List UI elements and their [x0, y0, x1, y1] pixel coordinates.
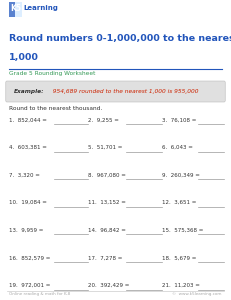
Text: 16.  852,579 =: 16. 852,579 = [9, 255, 51, 260]
Text: K5: K5 [10, 4, 21, 13]
Text: 6.  6,043 =: 6. 6,043 = [162, 145, 193, 150]
Text: Learning: Learning [24, 5, 59, 11]
Text: 954,689 rounded to the nearest 1,000 is 955,000: 954,689 rounded to the nearest 1,000 is … [49, 89, 198, 94]
Bar [9, 2, 22, 16]
Bar [9, 2, 15, 16]
Text: 15.  575,368 =: 15. 575,368 = [162, 228, 203, 233]
Text: 12.  3,651 =: 12. 3,651 = [162, 200, 196, 205]
Text: 21.  11,203 =: 21. 11,203 = [162, 283, 200, 288]
Text: 1.  852,044 =: 1. 852,044 = [9, 117, 47, 122]
Text: 4.  603,381 =: 4. 603,381 = [9, 145, 47, 150]
Text: 1,000: 1,000 [9, 53, 39, 62]
FancyBboxPatch shape [6, 81, 225, 102]
Text: 9.  260,349 =: 9. 260,349 = [162, 172, 200, 178]
Text: 8.  967,080 =: 8. 967,080 = [88, 172, 126, 178]
Text: 10.  19,084 =: 10. 19,084 = [9, 200, 47, 205]
Text: 5.  51,701 =: 5. 51,701 = [88, 145, 122, 150]
Text: ©  www.k5learning.com: © www.k5learning.com [172, 292, 222, 296]
Text: Round to the nearest thousand.: Round to the nearest thousand. [9, 106, 103, 111]
Text: 19.  972,001 =: 19. 972,001 = [9, 283, 51, 288]
Text: 18.  5,679 =: 18. 5,679 = [162, 255, 196, 260]
Text: 2.  9,255 =: 2. 9,255 = [88, 117, 119, 122]
Text: 13.  9,959 =: 13. 9,959 = [9, 228, 44, 233]
Text: Online reading & math for K-8: Online reading & math for K-8 [9, 292, 71, 296]
Text: 3.  76,108 =: 3. 76,108 = [162, 117, 196, 122]
Text: 14.  96,842 =: 14. 96,842 = [88, 228, 126, 233]
Text: Grade 5 Rounding Worksheet: Grade 5 Rounding Worksheet [9, 70, 96, 76]
Text: 7.  3,320 =: 7. 3,320 = [9, 172, 40, 178]
Text: Round numbers 0-1,000,000 to the nearest: Round numbers 0-1,000,000 to the nearest [9, 34, 231, 43]
Text: 11.  13,152 =: 11. 13,152 = [88, 200, 126, 205]
Text: 20.  392,429 =: 20. 392,429 = [88, 283, 129, 288]
Text: 17.  7,278 =: 17. 7,278 = [88, 255, 122, 260]
Text: Example:: Example: [14, 89, 44, 94]
